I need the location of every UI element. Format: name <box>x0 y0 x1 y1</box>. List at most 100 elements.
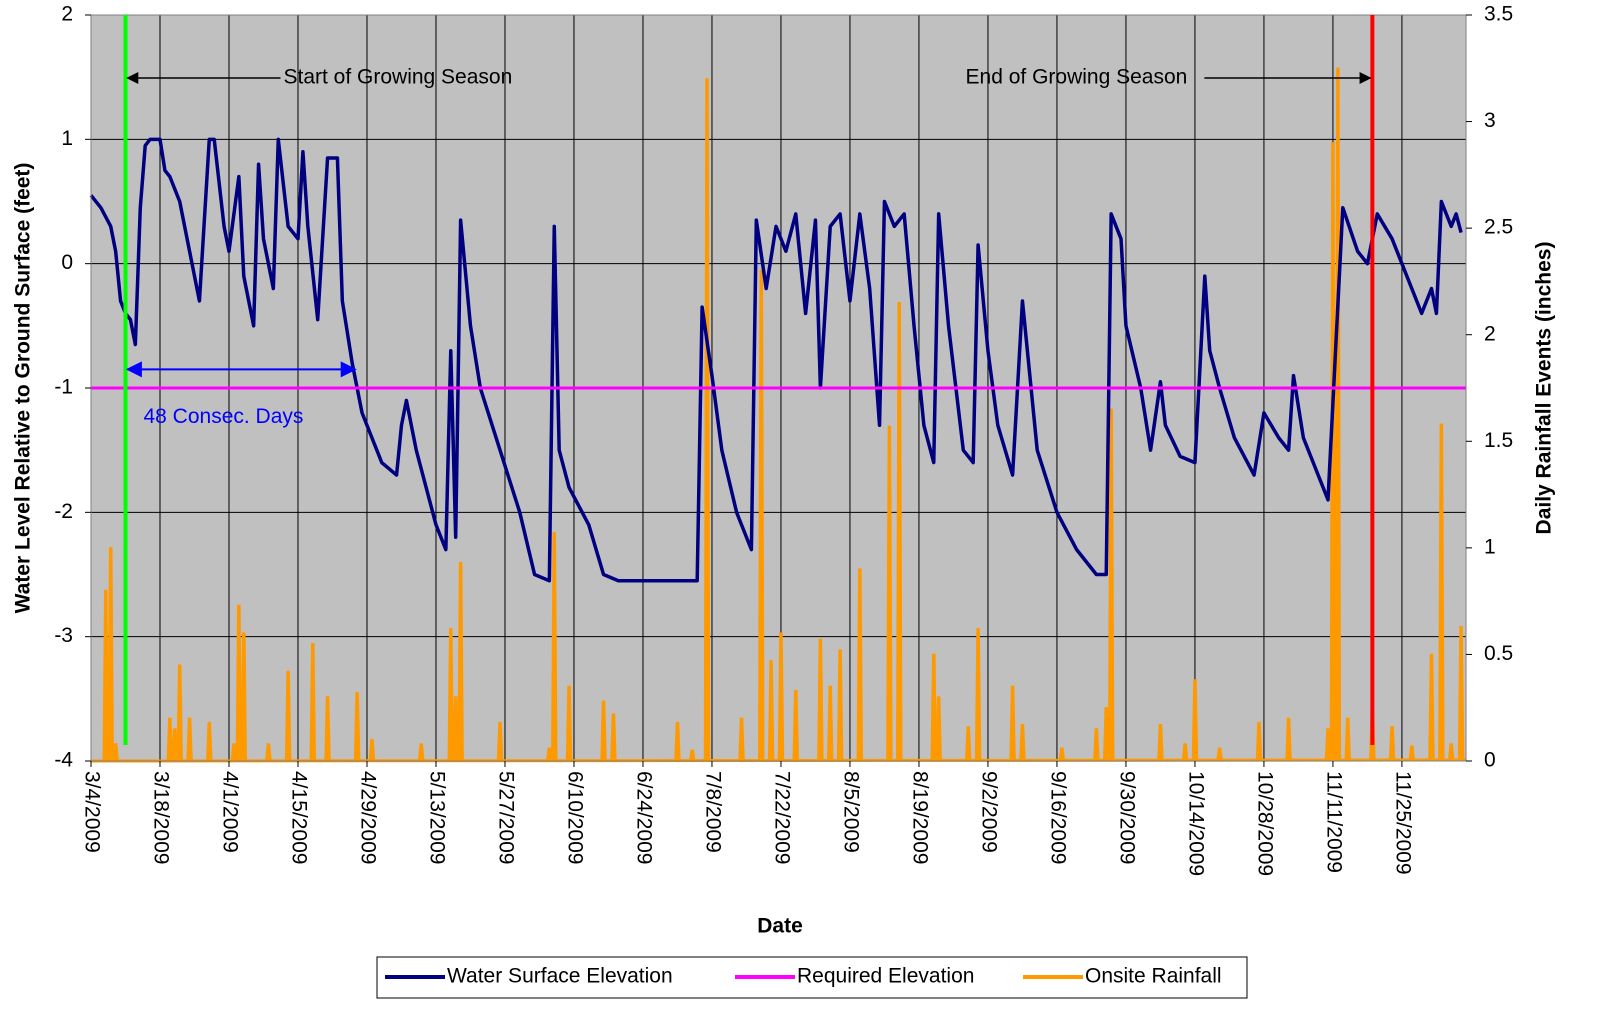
x-tick-label: 11/11/2009 <box>1322 771 1345 873</box>
rainfall-spike <box>703 78 711 761</box>
y2-tick-label: 0.5 <box>1484 642 1513 665</box>
rainfall-spike <box>964 726 972 761</box>
x-tick-label: 9/2/2009 <box>977 771 1000 853</box>
rainfall-spike <box>107 547 114 761</box>
rainfall-spike <box>235 604 243 761</box>
legend-box <box>376 956 1248 999</box>
x-tick-label: 3/18/2009 <box>149 771 172 864</box>
y-tick-label: 1 <box>61 127 73 150</box>
x-tick-label: 9/30/2009 <box>1115 771 1138 864</box>
x-axis-title: Date <box>757 915 803 938</box>
y2-axis-title: Daily Rainfall Events (inches) <box>1533 242 1556 535</box>
rainfall-spike <box>1408 745 1416 761</box>
rainfall-spike <box>1107 408 1115 761</box>
x-tick-label: 8/19/2009 <box>908 771 931 864</box>
legend-label: Required Elevation <box>797 965 974 988</box>
rainfall-spike <box>826 685 834 761</box>
rainfall-spike <box>176 664 183 761</box>
rainfall-spike <box>792 689 800 761</box>
rainfall-spike <box>230 743 238 761</box>
rainfall-spike <box>767 660 775 761</box>
rainfall-spike <box>166 717 174 761</box>
x-tick-label: 3/4/2009 <box>80 771 103 853</box>
rainfall-spike <box>171 728 179 761</box>
rainfall-spike <box>1329 142 1337 761</box>
rainfall-spike <box>1058 747 1066 761</box>
rainfall-spike <box>1181 743 1189 761</box>
rainfall-spike <box>265 743 272 761</box>
y-tick-label: -1 <box>54 376 73 399</box>
y-tick-label: -4 <box>54 749 73 772</box>
rainfall-spike <box>309 643 317 761</box>
x-tick-label: 4/15/2009 <box>287 771 310 864</box>
rainfall-spike <box>551 532 558 761</box>
rainfall-spike <box>1388 726 1396 761</box>
rainfall-spike <box>496 721 504 761</box>
y-tick-label: -2 <box>54 500 73 523</box>
rainfall-spike <box>930 653 938 761</box>
y2-tick-label: 3 <box>1484 109 1496 132</box>
rainfall-spike <box>353 692 361 761</box>
rainfall-spike <box>1216 747 1223 761</box>
rainfall-spike <box>1324 728 1332 761</box>
rainfall-spike <box>1438 423 1445 761</box>
rainfall-spike <box>1457 625 1465 761</box>
rainfall-spike <box>1285 717 1292 761</box>
rainfall-spike <box>112 743 119 761</box>
y2-tick-label: 3.5 <box>1484 3 1513 26</box>
x-tick-label: 4/1/2009 <box>218 771 241 853</box>
rainfall-spike <box>886 425 893 761</box>
x-tick-label: 9/16/2009 <box>1046 771 1069 864</box>
x-tick-label: 8/5/2009 <box>839 771 862 853</box>
rainfall-spike <box>610 713 617 761</box>
rainfall-spike <box>240 632 248 761</box>
x-tick-label: 6/10/2009 <box>563 771 586 864</box>
rainfall-spike <box>777 632 785 761</box>
rainfall-spike <box>284 670 292 761</box>
rainfall-spike <box>1334 67 1342 761</box>
x-tick-label: 10/14/2009 <box>1184 771 1207 876</box>
rainfall-spike <box>565 685 573 761</box>
legend-label: Water Surface Elevation <box>447 965 673 988</box>
season-label: End of Growing Season <box>966 66 1188 89</box>
rainfall-spike <box>757 270 765 761</box>
rainfall-spike <box>417 743 425 761</box>
rainfall-spike <box>1344 717 1351 761</box>
rainfall-spike <box>600 700 607 761</box>
rainfall-spike <box>836 649 844 761</box>
rainfall-spike <box>102 589 110 761</box>
rainfall-spike <box>545 747 553 761</box>
rainfall-spike <box>186 717 193 761</box>
y-tick-label: 2 <box>61 3 73 26</box>
rainfall-spike <box>1191 679 1199 761</box>
y-tick-label: -3 <box>54 624 73 647</box>
y2-tick-label: 1 <box>1484 535 1496 558</box>
rainfall-spike <box>895 301 903 761</box>
x-tick-label: 5/13/2009 <box>425 771 448 864</box>
y2-tick-label: 2.5 <box>1484 216 1513 239</box>
rainfall-spike <box>1093 728 1100 761</box>
x-tick-label: 7/8/2009 <box>701 771 724 853</box>
y2-tick-label: 1.5 <box>1484 429 1513 452</box>
x-tick-label: 10/28/2009 <box>1253 771 1276 876</box>
rainfall-spike <box>674 721 681 761</box>
season-label: Start of Growing Season <box>283 66 512 89</box>
y-tick-label: 0 <box>61 251 73 274</box>
x-tick-label: 6/24/2009 <box>632 771 655 864</box>
legend-label: Onsite Rainfall <box>1085 965 1222 988</box>
x-tick-label: 5/27/2009 <box>494 771 517 864</box>
span-label: 48 Consec. Days <box>143 405 303 428</box>
rainfall-spike <box>457 562 464 761</box>
rainfall-spike <box>1447 743 1455 761</box>
rainfall-spike <box>205 721 213 761</box>
rainfall-spike <box>452 696 459 761</box>
rainfall-spike <box>1428 653 1435 761</box>
rainfall-spike <box>1009 685 1016 761</box>
rainfall-spike <box>817 638 824 761</box>
y2-tick-label: 2 <box>1484 322 1496 345</box>
rainfall-spike <box>1102 706 1110 761</box>
rainfall-spike <box>738 717 745 761</box>
rainfall-spike <box>688 749 696 761</box>
